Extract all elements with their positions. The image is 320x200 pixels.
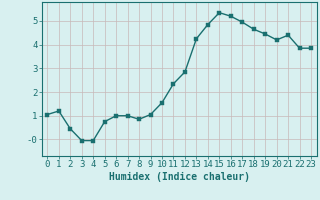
- X-axis label: Humidex (Indice chaleur): Humidex (Indice chaleur): [109, 172, 250, 182]
